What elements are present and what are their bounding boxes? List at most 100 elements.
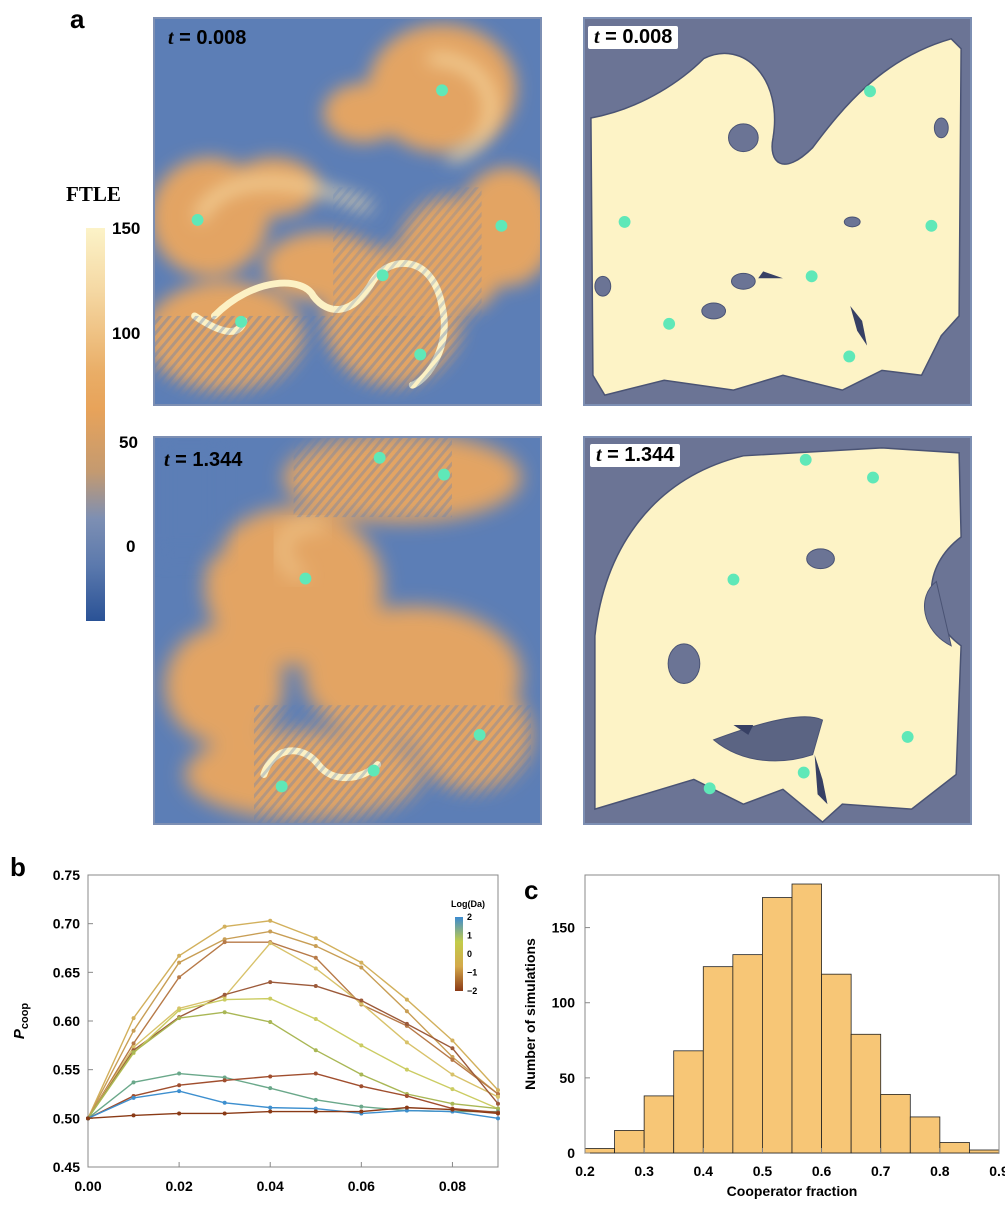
data-point [450,1057,455,1062]
data-point [404,1105,409,1110]
series-line [87,1090,499,1120]
data-point [177,1016,182,1021]
data-point [450,1055,455,1060]
data-point [268,929,273,934]
colorbar [86,228,105,621]
particle-markers [191,84,508,361]
y-tick-label: 100 [552,995,576,1011]
y-tick-label: 0.50 [53,1110,80,1126]
y-tick-label: 0.75 [53,867,80,883]
legend-colorbar [455,917,463,991]
panel-label-b: b [10,852,26,882]
data-point [131,1113,136,1118]
y-tick-label: 0.65 [53,964,80,980]
colorbar-tick: 0 [126,537,136,556]
data-point [359,960,364,965]
time-label-early-ftle: t = 0.008 [168,27,247,49]
data-point [404,1009,409,1014]
x-tick-label: 0.4 [694,1163,714,1179]
series-line [87,981,499,1119]
x-tick-label: 0.2 [575,1163,595,1179]
data-point [450,1038,455,1043]
data-point [268,1109,273,1114]
data-point [359,998,364,1003]
data-point [177,1008,182,1013]
data-point [131,1016,136,1021]
line-chart-pcoop: 0.45 0.50 0.55 0.60 0.65 0.70 0.75 0.00 0.02 0.04… [11,867,500,1209]
histogram-bar [584,1148,615,1154]
time-label-late-ftle: t = 1.344 [164,449,243,471]
data-point [496,1094,500,1099]
data-point [404,1093,409,1098]
data-point [404,1108,409,1113]
x-tick-label: 0.7 [871,1163,891,1179]
y-tick-label: 0.70 [53,916,80,932]
data-point [177,1071,182,1076]
data-point [404,997,409,1002]
data-point [222,1010,227,1015]
data-point [131,1045,136,1050]
time-label-early-coop: t = 0.008 [588,26,679,49]
data-point [450,1046,455,1051]
data-point [450,1101,455,1106]
data-point [313,983,318,988]
data-point [450,1072,455,1077]
x-tick-label: 0.06 [348,1178,375,1194]
panel-label-a: a [70,4,85,34]
legend-tick-label: −2 [467,986,477,996]
y-tick-label: 0.60 [53,1013,80,1029]
x-tick-label: 0.02 [165,1178,192,1194]
coop-field-early [583,17,972,406]
data-point [359,965,364,970]
data-point [131,1028,136,1033]
time-label-late-coop: t = 1.344 [590,444,681,467]
x-tick-label: 0.04 [257,1178,284,1194]
data-point [268,1086,273,1091]
data-point [450,1087,455,1092]
data-point [404,1040,409,1045]
histogram-bar [850,1033,882,1154]
series-line [87,1106,499,1120]
x-tick-label: 0.9 [989,1163,1005,1179]
histogram-bar [762,897,793,1154]
data-point [177,953,182,958]
data-point [404,1067,409,1072]
x-tick-label: 0.00 [74,1178,101,1194]
data-point [359,1001,364,1006]
data-point [496,1101,500,1106]
series-line [87,942,499,1119]
series-line [87,997,499,1119]
x-tick-label: 0.08 [439,1178,466,1194]
x-tick-label: 0.8 [930,1163,950,1179]
data-point [177,1083,182,1088]
data-point [222,992,227,997]
data-point [222,1075,227,1080]
histogram-bar [969,1149,1000,1154]
histogram-bar [909,1116,941,1154]
data-point [222,1078,227,1083]
data-point [359,1084,364,1089]
data-point [131,1041,136,1046]
panel-label-c: c [524,875,539,905]
histogram-bar [939,1142,970,1154]
data-point [496,1111,500,1116]
data-point [177,1089,182,1094]
x-tick-label: 0.6 [812,1163,832,1179]
data-point [313,1097,318,1102]
y-axis-label: Pcoop [11,1003,31,1040]
y-tick-label: 50 [559,1070,575,1086]
series-line [87,920,499,1119]
data-point [177,975,182,980]
y-tick-label: 0.55 [53,1062,80,1078]
data-point [313,1106,318,1111]
data-point [268,996,273,1001]
legend-tick-label: 2 [467,912,472,922]
series-line [87,941,499,1119]
data-point [359,1104,364,1109]
data-point [313,1109,318,1114]
data-point [131,1080,136,1085]
x-tick-label: 0.5 [753,1163,773,1179]
colorbar-title: FTLE [66,182,121,206]
y-tick-label: 0 [567,1145,575,1161]
data-point [313,955,318,960]
